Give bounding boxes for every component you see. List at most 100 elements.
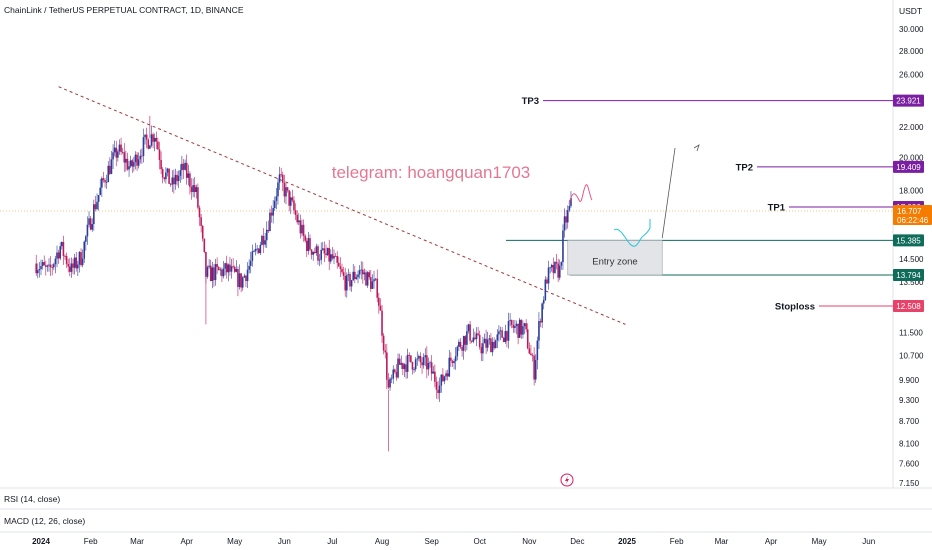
candle-body [376, 278, 379, 298]
candle-body [115, 147, 118, 158]
candle-body [265, 229, 268, 241]
candle-body [387, 379, 390, 388]
y-tick-label: 26.000 [899, 70, 924, 79]
candle-body [570, 197, 572, 206]
candle-body [517, 323, 519, 338]
candle-body [453, 361, 455, 364]
candle-body [419, 356, 422, 363]
candle-body [563, 216, 566, 231]
candle-body [482, 343, 484, 354]
x-tick-label: May [812, 537, 827, 546]
y-tick-label: 7.600 [899, 460, 920, 469]
candle-body [442, 374, 444, 382]
price-tag-text: 15.385 [896, 236, 921, 245]
candle-body [81, 258, 84, 266]
candle-body [91, 224, 94, 230]
candle-body [310, 249, 313, 255]
candle-body [368, 272, 371, 278]
candle-body [334, 255, 337, 257]
projected-path-cyan [613, 219, 651, 247]
macd-indicator-label[interactable]: MACD (12, 26, close) [4, 516, 86, 526]
candle-body [414, 359, 417, 370]
candle-body [437, 389, 439, 394]
current-price-text: 16.707 [897, 207, 922, 216]
candle-body [243, 275, 246, 278]
candle-body [418, 356, 420, 359]
candle-body [413, 369, 415, 371]
candle-body [105, 182, 108, 183]
candle-body [426, 355, 428, 370]
candle-body [93, 204, 95, 225]
candle-body [192, 185, 194, 193]
candle-body [102, 178, 105, 181]
candle-body [272, 208, 274, 216]
candle-body [544, 279, 547, 300]
candle-body [275, 196, 278, 201]
candle-body [59, 246, 62, 259]
candle-body [174, 174, 177, 185]
candle-body [177, 175, 180, 182]
candle-body [458, 341, 460, 347]
price-tag [893, 160, 924, 173]
candle-body [230, 266, 233, 272]
candle-body [317, 246, 319, 261]
y-tick-label: 13.500 [899, 278, 924, 287]
candle-body [424, 355, 427, 358]
candle-body [88, 218, 90, 225]
candle-body [472, 337, 475, 342]
candle-body [408, 354, 411, 356]
entry-zone-label: Entry zone [592, 257, 637, 268]
candle-body [307, 238, 310, 251]
candle-body [277, 182, 279, 197]
candle-body [38, 269, 41, 271]
candle-body [486, 339, 489, 348]
candle-body [333, 255, 335, 259]
candle-body [371, 281, 374, 289]
currency-label: USDT [899, 6, 922, 16]
candle-body [305, 240, 308, 251]
candle-body [235, 269, 238, 272]
candle-body [510, 320, 513, 325]
candle-body [219, 269, 222, 271]
candle-body [43, 262, 46, 266]
candle-body [488, 338, 491, 340]
candle-body [542, 299, 545, 304]
candle-body [568, 205, 571, 211]
candle-body [374, 278, 377, 280]
candle-body [405, 364, 407, 372]
y-tick-label: 9.900 [899, 376, 920, 385]
lightning-icon[interactable] [560, 473, 574, 487]
candle-body [57, 252, 60, 259]
candle-body [291, 197, 294, 201]
projection-arrow[interactable] [661, 147, 676, 239]
candle-body [169, 183, 172, 185]
candle-body [152, 134, 154, 142]
candle-body [494, 340, 497, 349]
candle-body [358, 270, 361, 275]
candle-body [179, 170, 182, 176]
candle-body [280, 174, 282, 176]
candle-body [198, 207, 201, 218]
candle-body [229, 264, 231, 272]
candle-body [501, 330, 503, 338]
candle-body [323, 248, 326, 254]
candle-body [534, 360, 537, 380]
candle-body [201, 225, 204, 239]
candle-body [256, 248, 258, 250]
trendline[interactable] [58, 86, 626, 325]
candle-body [233, 266, 236, 272]
candle-body [96, 201, 98, 210]
x-tick-label: Apr [180, 537, 193, 546]
y-tick-label: 9.300 [899, 396, 920, 405]
candle-body [397, 358, 399, 378]
candle-body [318, 259, 321, 261]
candle-body [355, 277, 358, 280]
entry-zone-box[interactable] [567, 240, 663, 276]
price-tag [893, 94, 924, 107]
candle-body [504, 331, 507, 342]
candle-body [422, 357, 425, 366]
candle-body [344, 275, 347, 291]
candle-body [197, 187, 199, 208]
rsi-indicator-label[interactable]: RSI (14, close) [4, 494, 61, 504]
